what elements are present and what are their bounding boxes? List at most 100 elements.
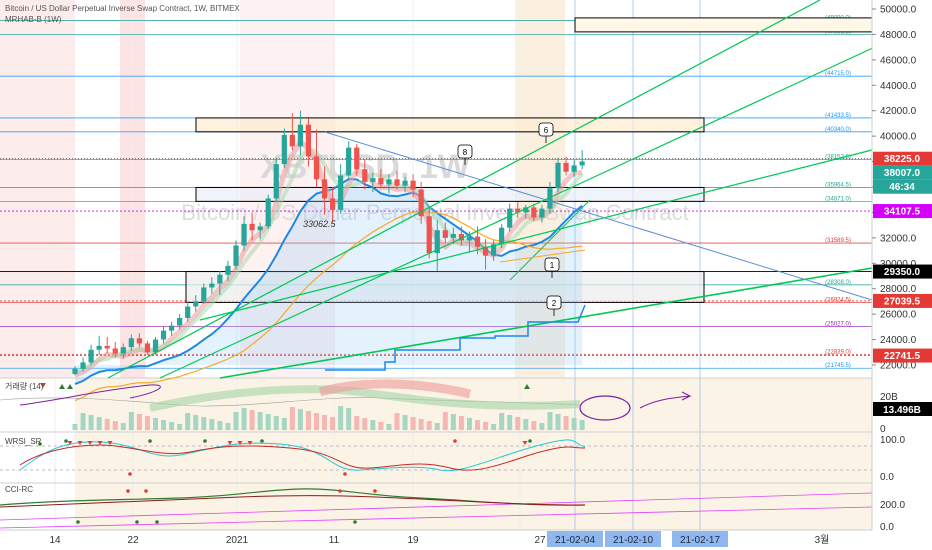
callout-text: 1 <box>550 261 555 270</box>
volume-bar <box>499 413 505 430</box>
candle-body <box>555 162 561 189</box>
price-tick-label: 42000.0 <box>880 106 917 117</box>
volume-bar <box>104 419 110 430</box>
volume-bar <box>297 409 303 430</box>
candle-body <box>394 179 400 186</box>
callout-text: 2 <box>552 299 557 308</box>
price-axis[interactable]: 50000.0 48000.0 46000.0 44000.0 42000.0 40000… <box>872 5 932 372</box>
candle-body <box>402 180 408 186</box>
candle-body <box>378 178 384 185</box>
candle-body <box>96 345 102 350</box>
indicator-title: MRHAB-B (1W) <box>5 15 62 24</box>
candle-body <box>523 207 529 213</box>
rsi-signal-down <box>237 441 243 445</box>
volume-bar <box>442 412 448 430</box>
ma-green-band <box>74 146 584 375</box>
price-tag-bg <box>873 348 932 363</box>
volume-bar <box>169 422 175 430</box>
time-highlight-label: 21-02-10 <box>613 535 653 546</box>
price-tick-label: 28000.0 <box>880 284 917 295</box>
candle-body <box>426 216 432 254</box>
volume-bar <box>362 418 368 430</box>
rsi-signal <box>19 444 586 471</box>
symbol-title: Bitcoin / US Dollar Perpetual Inverse Sw… <box>5 4 240 13</box>
volume-bar <box>249 410 255 430</box>
cci-dot-green <box>353 520 357 524</box>
candle-body <box>450 234 456 238</box>
volume-bar <box>201 417 207 430</box>
rsi-line <box>19 439 586 472</box>
volume-bar <box>531 421 537 430</box>
cci-signal <box>0 495 586 508</box>
rsi-signal-down <box>107 441 113 445</box>
callouts: 6 8 1 2 <box>457 122 562 316</box>
price-tick-label: 22000.0 <box>880 361 917 372</box>
cci-tick-200: 200.0 <box>880 500 905 511</box>
callout-text: 8 <box>463 148 468 157</box>
level-label: (31589.5) <box>825 238 851 244</box>
candle-body <box>80 362 86 369</box>
price-tag: 29350.0 <box>884 267 921 278</box>
candle-body <box>201 287 207 302</box>
candle-body <box>531 207 537 218</box>
volume-pane-label: 거래량 (14) <box>5 381 44 391</box>
volume-scribble <box>19 384 161 406</box>
cci-trend-upper <box>0 492 873 521</box>
candle-body <box>418 189 424 217</box>
candle-body <box>330 198 336 210</box>
trend-line-down <box>324 131 873 301</box>
volume-tag-bg <box>873 402 932 416</box>
volume-bar <box>322 415 328 430</box>
level-label: (40340.0) <box>825 127 851 133</box>
step-line <box>325 304 586 371</box>
time-axis[interactable]: 14 22 2021 11 19 27 3월 21-02-04 21-02-10 21-02-17 <box>49 531 829 547</box>
level-label: (21745.5) <box>825 363 851 369</box>
volume-bar <box>88 415 94 430</box>
candle-body <box>547 188 553 209</box>
candle-body <box>144 343 151 353</box>
candle-body <box>579 161 585 166</box>
price-tag: 38225.0 <box>884 154 921 165</box>
volume-bar <box>491 424 497 430</box>
rsi-dot-green <box>64 439 68 443</box>
volume-tick-0: 0 <box>880 424 886 435</box>
volume-bar <box>289 407 295 430</box>
volume-signal-up <box>67 384 73 389</box>
rsi-signal-down <box>67 441 73 445</box>
volume-bar <box>80 413 86 430</box>
volume-bar <box>120 423 126 430</box>
time-axis-background <box>0 530 932 550</box>
candle-body <box>362 169 368 182</box>
volume-bar <box>330 417 336 430</box>
cci-dot-red <box>338 489 342 493</box>
volume-signal-up <box>524 384 530 389</box>
price-tick-label: 50000.0 <box>880 5 917 16</box>
candle-body <box>72 368 78 374</box>
price-tag-bg <box>873 264 932 279</box>
volume-bar <box>72 424 78 430</box>
candle-body <box>354 147 360 170</box>
cci-pane-label: CCI-RC <box>5 485 33 494</box>
level-label: (44715.0) <box>825 71 851 77</box>
zone-upper <box>195 117 705 133</box>
volume-bar <box>209 419 215 430</box>
volume-cloud-green <box>149 385 581 412</box>
price-tick-label: 48000.0 <box>880 30 917 41</box>
candle-body <box>442 230 448 238</box>
rsi-signal-down <box>77 441 83 445</box>
candle-body <box>177 317 183 326</box>
rsi-dot-green <box>38 442 42 446</box>
candle-body <box>217 274 223 284</box>
rsi-pane <box>0 439 872 476</box>
volume-bar <box>450 414 456 430</box>
time-label: 14 <box>49 535 61 546</box>
callout-text: 6 <box>544 126 549 135</box>
level-label: (38152.5) <box>825 155 851 161</box>
trend-line-base <box>219 267 873 379</box>
cci-dot-red <box>373 489 377 493</box>
price-tag: 34107.5 <box>884 207 921 218</box>
time-label: 11 <box>329 535 340 546</box>
orange-slope <box>499 249 586 263</box>
rsi-dot-green <box>528 439 532 443</box>
time-label: 19 <box>407 535 419 546</box>
